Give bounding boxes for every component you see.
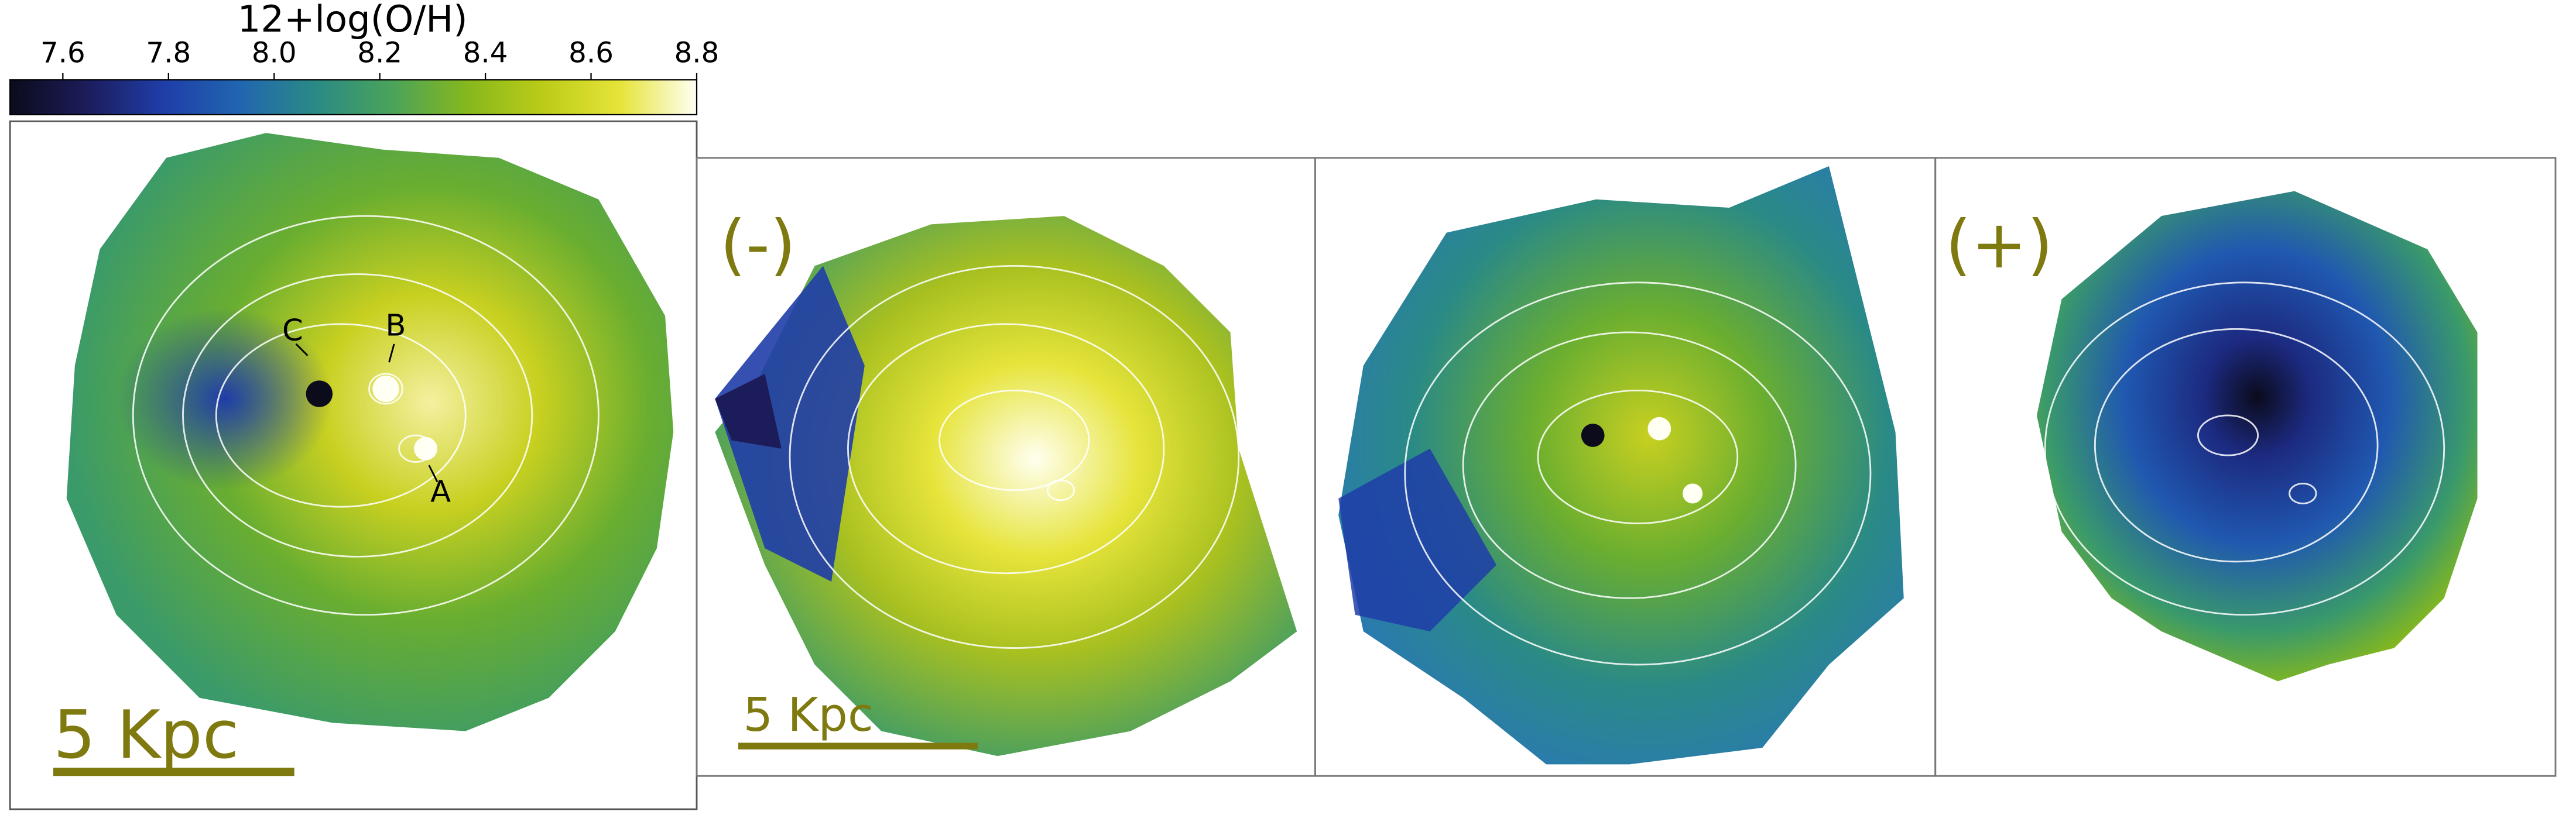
annotation: C xyxy=(282,314,303,348)
annotation: B xyxy=(385,308,406,343)
colorbar xyxy=(9,79,698,116)
scale-bar-label: 5 Kpc xyxy=(53,696,239,774)
metallicity-map xyxy=(2036,191,2478,682)
metallicity-map xyxy=(1338,166,1904,765)
metallicity-map xyxy=(66,133,674,731)
tick-label: 7.6 xyxy=(40,37,85,70)
metallicity-map xyxy=(715,216,1297,757)
annotation-line xyxy=(295,343,309,356)
scale-bar xyxy=(53,768,294,776)
tick-label: 8.6 xyxy=(568,37,614,70)
panel-label: (+) xyxy=(1945,206,2053,283)
tick-label: 8.0 xyxy=(252,37,297,70)
tick-label: 8.8 xyxy=(674,37,720,70)
annotation: A xyxy=(430,475,451,509)
annotation-line xyxy=(388,343,395,363)
colorbar-label: 12+log(O/H) xyxy=(238,0,468,40)
tick-label: 7.8 xyxy=(146,37,191,70)
scale-bar xyxy=(738,742,978,750)
annotation-line xyxy=(428,465,439,483)
panel-label: (-) xyxy=(720,206,796,283)
tick-label: 8.2 xyxy=(357,37,402,70)
scale-bar-label: 5 Kpc xyxy=(744,688,873,742)
panel-frame xyxy=(1934,157,2557,777)
tick-label: 8.4 xyxy=(463,37,508,70)
